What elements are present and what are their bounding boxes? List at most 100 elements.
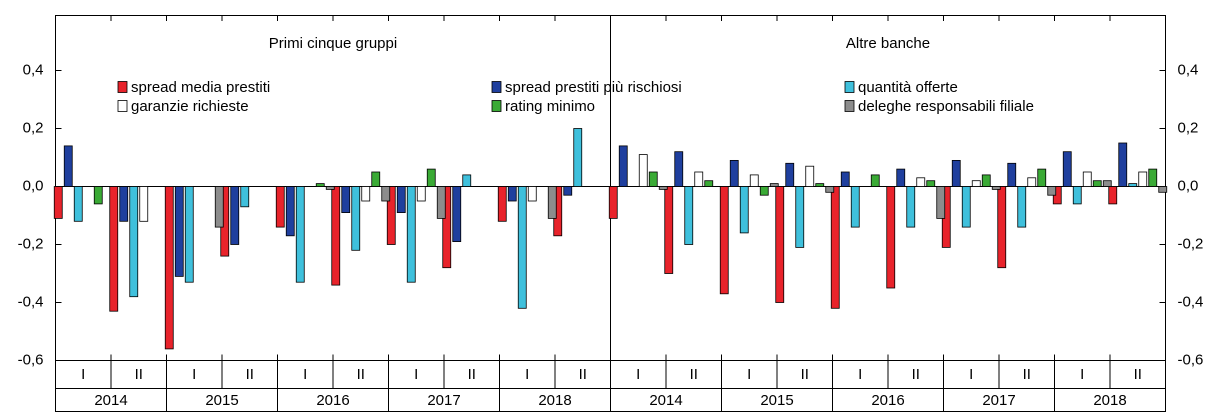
- bar: [119, 186, 129, 222]
- legend-label: garanzie richieste: [131, 98, 249, 115]
- bar: [507, 186, 517, 202]
- bar: [497, 186, 507, 222]
- bar: [936, 186, 946, 219]
- bar: [684, 186, 694, 245]
- y-tick-label: -0,2: [18, 235, 44, 252]
- bar: [638, 154, 648, 187]
- bar: [1108, 186, 1118, 205]
- y-tick-label: 0,2: [1178, 119, 1199, 136]
- bar: [517, 186, 527, 309]
- x-tick-label: II: [468, 366, 476, 383]
- legend-swatch: [491, 81, 502, 93]
- x-tick-label: I: [636, 366, 640, 383]
- bar: [906, 186, 916, 228]
- bar: [325, 186, 335, 190]
- y-tick-label: 0,2: [23, 119, 44, 136]
- bar: [462, 174, 472, 187]
- legend-label: rating minimo: [505, 98, 595, 115]
- bar: [436, 186, 446, 219]
- x-tick-label: I: [414, 366, 418, 383]
- bar: [381, 186, 391, 202]
- bar: [341, 186, 351, 214]
- x-tick-label: I: [81, 366, 85, 383]
- legend-swatch: [117, 100, 128, 112]
- year-label: 2014: [94, 392, 127, 409]
- y-tick-label: -0,6: [18, 351, 44, 368]
- bar: [1092, 180, 1102, 187]
- bar: [452, 186, 462, 242]
- bar: [618, 145, 628, 187]
- bar: [351, 186, 361, 251]
- bar: [174, 186, 184, 277]
- bar: [759, 186, 769, 196]
- legend-swatch: [491, 100, 502, 112]
- bar: [785, 162, 795, 187]
- bar: [916, 177, 926, 187]
- bar: [371, 171, 381, 187]
- bar: [285, 186, 295, 237]
- legend-label: quantità offerte: [858, 79, 958, 96]
- x-tick-label: II: [690, 366, 698, 383]
- bar: [1148, 168, 1158, 187]
- bar: [991, 186, 1001, 190]
- bar: [961, 186, 971, 228]
- bar: [109, 186, 119, 312]
- legend-swatch: [844, 81, 855, 93]
- bar: [547, 186, 557, 219]
- bar: [749, 174, 759, 187]
- bar: [331, 186, 341, 286]
- y-tick-label: 0,4: [1178, 61, 1199, 78]
- bar: [1027, 177, 1037, 187]
- bar: [694, 171, 704, 187]
- year-label: 2018: [1093, 392, 1126, 409]
- bar: [563, 186, 573, 196]
- y-tick-label: 0,4: [23, 61, 44, 78]
- bar: [1082, 171, 1092, 187]
- bar: [971, 180, 981, 187]
- panel-title: Altre banche: [846, 35, 930, 52]
- bar: [664, 186, 674, 274]
- bar: [73, 186, 83, 222]
- y-tick-label: -0,4: [1178, 293, 1204, 310]
- x-tick-label: II: [357, 366, 365, 383]
- bar: [426, 168, 436, 187]
- bar: [406, 186, 416, 283]
- bar: [674, 151, 684, 187]
- year-label: 2014: [649, 392, 682, 409]
- bar: [164, 186, 174, 350]
- bar: [1102, 180, 1112, 187]
- bar: [93, 186, 103, 205]
- bar: [139, 186, 149, 222]
- bar: [1047, 186, 1057, 196]
- bar: [997, 186, 1007, 269]
- bar: [573, 128, 583, 187]
- bar: [1062, 151, 1072, 187]
- bar: [739, 186, 749, 234]
- x-tick-label: I: [1080, 366, 1084, 383]
- year-label: 2015: [205, 392, 238, 409]
- bar: [361, 186, 371, 202]
- bar: [795, 186, 805, 248]
- y-tick-label: -0,6: [1178, 351, 1204, 368]
- bar: [63, 145, 73, 187]
- legend-label: spread media prestiti: [131, 79, 270, 96]
- bar: [805, 165, 815, 187]
- bar: [386, 186, 396, 245]
- bar: [1158, 186, 1168, 193]
- panel-title: Primi cinque gruppi: [269, 35, 397, 52]
- year-label: 2018: [538, 392, 571, 409]
- bar: [416, 186, 426, 202]
- bar: [896, 168, 906, 187]
- bar: [769, 183, 779, 187]
- bar: [951, 159, 961, 187]
- bar: [850, 186, 860, 228]
- bar: [825, 186, 835, 193]
- bar: [1138, 171, 1148, 187]
- year-label: 2017: [427, 392, 460, 409]
- bar: [396, 186, 406, 214]
- bar: [1128, 183, 1138, 187]
- x-tick-label: I: [969, 366, 973, 383]
- x-tick-label: I: [192, 366, 196, 383]
- bar: [658, 186, 668, 190]
